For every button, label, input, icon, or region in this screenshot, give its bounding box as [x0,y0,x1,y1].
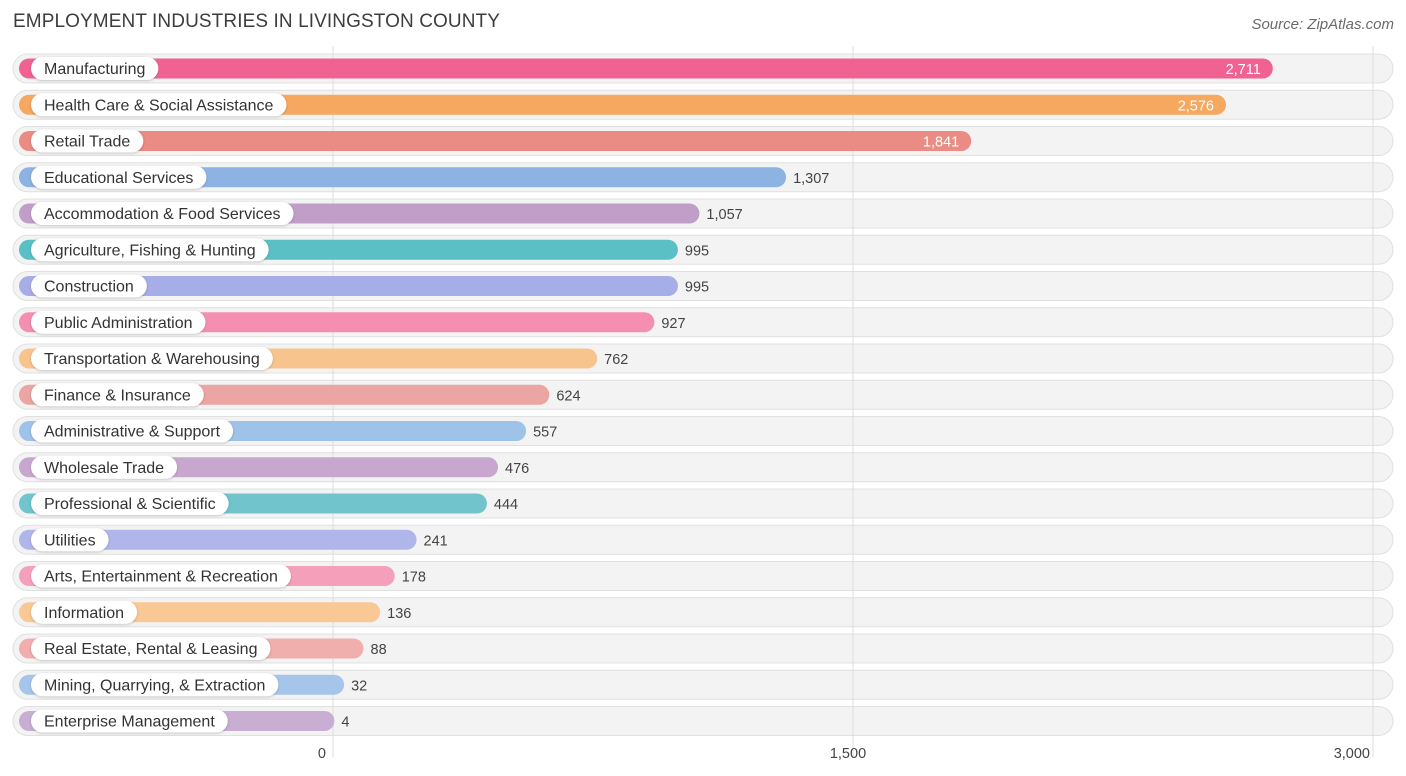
category-label-background [31,347,273,370]
bar [19,94,1227,115]
category-label: Construction [44,279,134,296]
category-label: Agriculture, Fishing & Hunting [44,242,256,259]
value-label: 624 [556,388,580,404]
value-label: 136 [387,606,411,622]
category-label-pill: Public Administration [31,310,206,334]
category-label: Educational Services [44,170,193,187]
category-label-pill: Professional & Scientific [31,492,229,515]
bar [19,276,678,296]
bar [19,529,417,550]
value-label: 1,057 [706,207,742,223]
category-label: Wholesale Trade [44,460,164,477]
value-label: 444 [494,497,518,513]
category-label: Manufacturing [44,61,145,78]
value-label: 762 [604,352,628,368]
category-label-pill: Wholesale Trade [31,455,178,479]
row-track [12,706,1394,736]
value-label: 995 [685,243,709,259]
value-label: 2,576 [1178,98,1214,114]
category-label-background [31,274,147,298]
x-tick-label: 0 [318,746,326,762]
value-label: 557 [533,425,557,441]
value-label: 241 [424,533,448,549]
category-label-background [31,238,269,262]
category-label: Arts, Entertainment & Recreation [44,569,278,586]
row-track [12,669,1394,700]
category-label-pill: Manufacturing [31,57,159,80]
chart-source: Source: ZipAtlas.com [1251,16,1394,33]
value-label: 1,307 [793,171,829,187]
bar [19,58,1273,79]
category-label-pill: Health Care & Social Assistance [31,93,287,117]
category-label: Utilities [44,532,96,549]
category-label-pill: Educational Services [31,165,207,189]
category-label-pill: Information [31,600,138,624]
category-label-background [31,165,207,189]
category-label: Accommodation & Food Services [44,206,281,223]
category-label: Retail Trade [44,134,130,151]
category-label-background [31,600,138,624]
category-label-background [31,383,204,407]
category-label: Finance & Insurance [44,387,191,404]
category-label-background [31,310,206,334]
category-label-pill: Accommodation & Food Services [31,202,294,225]
category-label-background [31,93,287,117]
bar [19,167,787,188]
value-label: 1,841 [923,135,959,151]
category-label-pill: Retail Trade [31,129,144,153]
category-label-pill: Arts, Entertainment & Recreation [31,564,291,588]
category-label-pill: Finance & Insurance [31,383,204,407]
bar [19,131,972,151]
category-label: Transportation & Warehousing [44,351,260,368]
category-label-background [31,202,294,225]
value-label: 2,711 [1226,62,1261,78]
category-label: Information [44,605,124,622]
category-label-pill: Real Estate, Rental & Leasing [31,637,271,660]
category-label-background [31,673,279,697]
x-tick-label: 1,500 [830,746,866,762]
value-label: 32 [351,678,367,694]
category-label-pill: Construction [31,274,147,298]
category-label-background [31,419,234,443]
category-label-pill: Enterprise Management [31,709,228,733]
category-label-background [31,637,271,660]
category-label-background [31,709,228,733]
category-label: Real Estate, Rental & Leasing [44,641,257,658]
category-label-background [31,129,144,153]
category-label-background [31,57,159,80]
category-label-pill: Transportation & Warehousing [31,347,273,370]
chart-title: EMPLOYMENT INDUSTRIES IN LIVINGSTON COUN… [13,11,501,32]
value-label: 4 [341,715,349,731]
category-label-pill: Utilities [31,528,109,552]
category-label-pill: Mining, Quarrying, & Extraction [31,673,279,697]
category-label-background [31,564,291,588]
category-label-background [31,455,178,479]
category-label: Public Administration [44,315,193,332]
category-label: Health Care & Social Assistance [44,97,274,114]
value-label: 927 [661,316,685,332]
value-label: 995 [685,280,709,296]
category-label-background [31,528,109,552]
x-tick-label: 3,000 [1334,746,1370,762]
category-label: Administrative & Support [44,424,221,441]
value-label: 476 [505,461,529,477]
value-label: 88 [371,642,387,658]
category-label-pill: Agriculture, Fishing & Hunting [31,238,269,262]
category-label-background [31,492,229,515]
value-label: 178 [402,570,426,586]
category-label-pill: Administrative & Support [31,419,234,443]
category-label: Mining, Quarrying, & Extraction [44,677,265,694]
category-label: Enterprise Management [44,714,215,731]
category-label: Professional & Scientific [44,496,216,513]
